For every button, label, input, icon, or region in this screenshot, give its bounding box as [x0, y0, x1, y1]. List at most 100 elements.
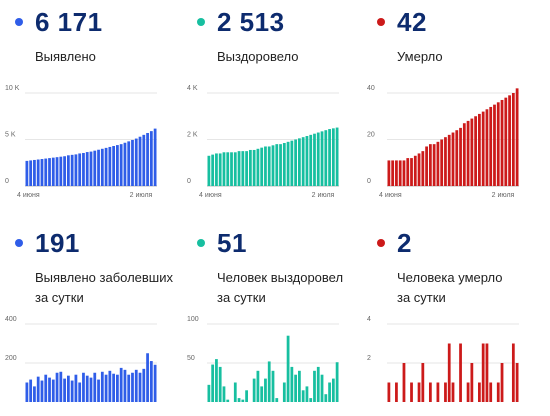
bar	[93, 372, 97, 402]
bar	[485, 343, 489, 402]
bar	[328, 129, 331, 186]
bar	[29, 379, 33, 402]
bar	[256, 370, 260, 402]
bar	[89, 377, 93, 403]
bar-chart: 200 400	[5, 316, 157, 403]
bar	[131, 372, 134, 402]
bar	[428, 144, 432, 186]
bar	[44, 374, 48, 402]
bar	[496, 102, 500, 186]
bar	[48, 158, 51, 186]
bar	[474, 116, 478, 186]
bar	[248, 149, 252, 186]
bar	[112, 146, 116, 186]
bar	[89, 151, 93, 186]
bar	[211, 154, 215, 186]
bar	[275, 144, 279, 186]
bar	[264, 146, 267, 186]
bar	[74, 154, 78, 186]
bar	[436, 382, 440, 402]
series-dot-icon	[377, 18, 385, 26]
bar	[245, 390, 248, 402]
bar	[387, 160, 391, 186]
bar	[70, 380, 74, 402]
bar	[123, 369, 127, 402]
y-tick-label: 2	[367, 355, 371, 362]
bar	[146, 132, 149, 186]
series-dot-icon	[377, 239, 385, 247]
bar	[428, 382, 432, 402]
bar-chart: 0 20 40 4 июня 2 июля	[367, 85, 519, 199]
bar	[70, 154, 74, 186]
bar	[40, 380, 44, 402]
bar	[294, 374, 298, 402]
bar	[316, 132, 320, 186]
bar	[149, 361, 153, 402]
bar	[489, 382, 493, 402]
x-tick-label: 4 июня	[17, 192, 40, 199]
stat-label-line: Выявлено	[35, 49, 96, 64]
bar	[119, 367, 123, 403]
bar	[51, 157, 55, 186]
bar	[395, 382, 398, 402]
stat-label: Выявлено заболевших за сутки	[35, 268, 173, 308]
bar	[116, 145, 119, 186]
bar	[48, 377, 51, 403]
y-tick-label: 0	[367, 178, 371, 185]
bar	[131, 139, 134, 186]
bar	[123, 142, 127, 186]
bar	[252, 149, 256, 186]
bar	[215, 359, 218, 402]
bar-chart: 24	[367, 316, 519, 402]
stat-label: Человек выздоровел за сутки	[217, 268, 343, 308]
stat-label-line: за сутки	[397, 290, 446, 305]
y-tick-label: 5 K	[5, 132, 16, 139]
bar	[29, 160, 33, 186]
bar	[444, 137, 447, 186]
bar	[241, 399, 245, 402]
bar	[417, 153, 421, 186]
stat-label: Человека умерло за сутки	[397, 268, 503, 308]
bar	[324, 130, 328, 186]
bar	[478, 382, 481, 402]
stat-value: 2	[397, 228, 412, 258]
bar	[127, 374, 131, 402]
bar	[256, 148, 260, 186]
bar	[149, 131, 153, 186]
bar	[119, 144, 123, 186]
bar	[410, 382, 413, 402]
bar	[241, 151, 245, 187]
bar	[493, 104, 496, 187]
bar	[511, 93, 515, 186]
bar	[127, 141, 131, 186]
bar	[425, 146, 428, 186]
series-dot-icon	[15, 239, 23, 247]
stat-value: 6 171	[35, 7, 103, 37]
bar	[264, 378, 267, 402]
x-tick-label: 2 июля	[312, 192, 335, 199]
bar	[451, 132, 455, 186]
bar	[417, 382, 421, 402]
y-tick-label: 20	[367, 132, 375, 139]
bar	[309, 134, 313, 186]
bar	[82, 372, 85, 402]
bar	[459, 127, 462, 187]
bar	[226, 152, 230, 186]
series-dot-icon	[197, 18, 205, 26]
bar	[421, 151, 425, 187]
bar	[294, 139, 298, 186]
bar	[36, 159, 40, 186]
bar	[230, 152, 233, 186]
bar	[85, 375, 89, 402]
bar	[108, 146, 112, 186]
bar	[260, 386, 264, 402]
bar	[515, 363, 519, 402]
bar	[100, 371, 104, 402]
bar	[320, 374, 324, 402]
bar	[387, 382, 391, 402]
bar	[282, 142, 286, 186]
bar	[489, 106, 493, 186]
bar	[116, 374, 119, 402]
bar	[66, 375, 70, 402]
bar	[398, 160, 402, 186]
